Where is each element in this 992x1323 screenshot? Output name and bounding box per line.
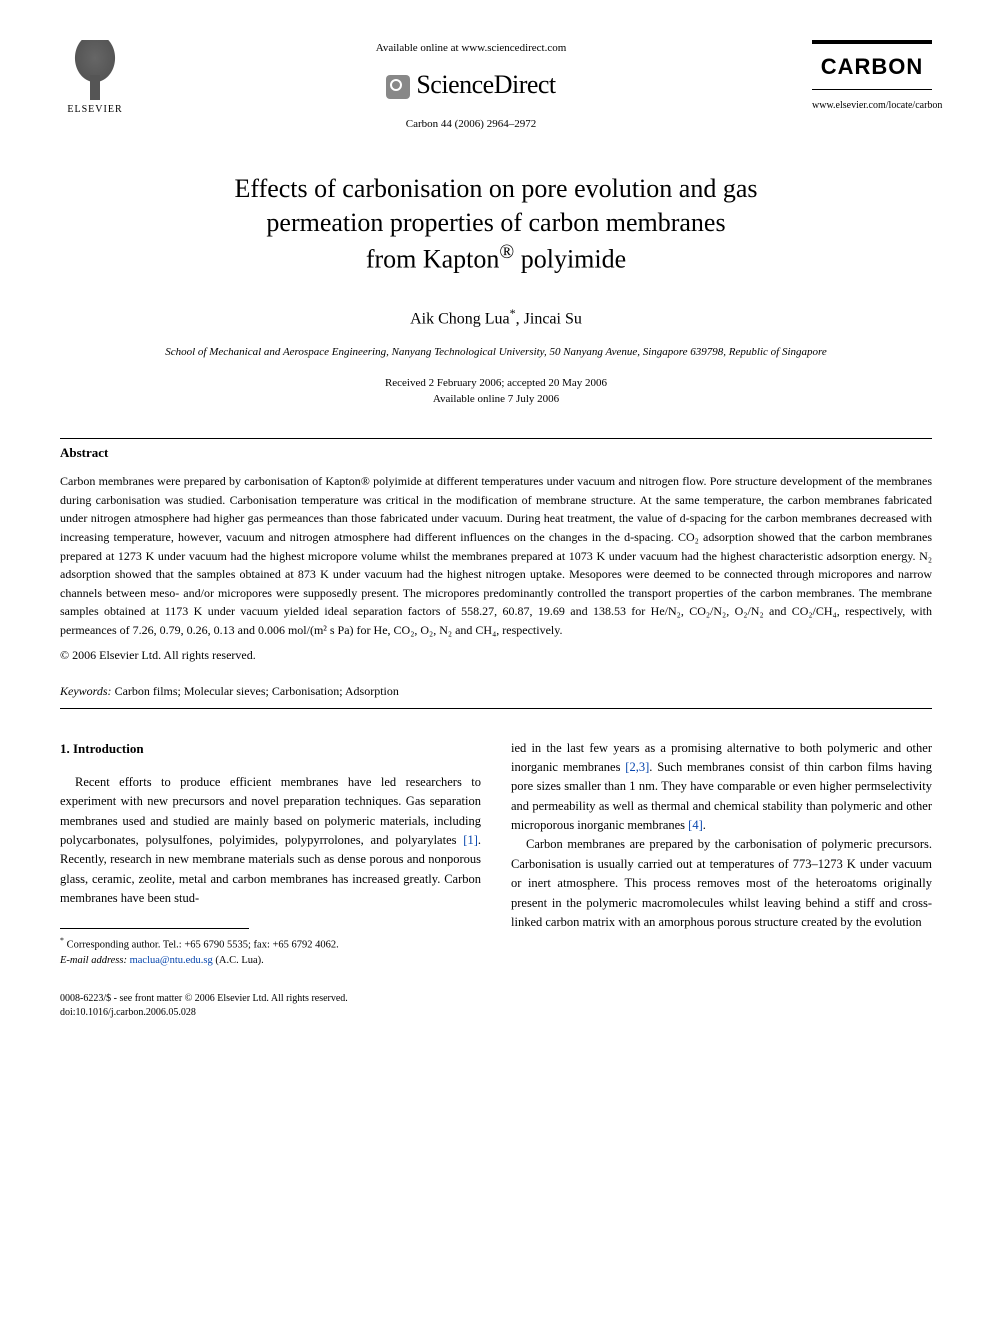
- keywords-line: Keywords: Carbon films; Molecular sieves…: [60, 682, 932, 700]
- divider-above-abstract: [60, 438, 932, 439]
- citation-line: Carbon 44 (2006) 2964–2972: [150, 116, 792, 133]
- elsevier-tree-icon: [60, 40, 130, 100]
- intro-para-1-left: Recent efforts to produce efficient memb…: [60, 773, 481, 909]
- doi-line: doi:10.1016/j.carbon.2006.05.028: [60, 1007, 196, 1018]
- intro-para-2-right: Carbon membranes are prepared by the car…: [511, 835, 932, 932]
- author-1: Aik Chong Lua: [410, 310, 510, 327]
- available-online-text: Available online at www.sciencedirect.co…: [150, 40, 792, 57]
- two-column-body: 1. Introduction Recent efforts to produc…: [60, 739, 932, 969]
- sciencedirect-icon: [386, 75, 410, 99]
- affiliation: School of Mechanical and Aerospace Engin…: [140, 345, 852, 360]
- authors-line: Aik Chong Lua*, Jincai Su: [60, 304, 932, 331]
- title-line-3a: from Kapton: [366, 244, 500, 273]
- column-right: ied in the last few years as a promising…: [511, 739, 932, 969]
- author-2: Jincai Su: [524, 310, 582, 327]
- footnote-email-suffix: (A.C. Lua).: [213, 955, 264, 966]
- date-received: Received 2 February 2006; accepted 20 Ma…: [385, 377, 607, 389]
- title-registered-mark: ®: [499, 242, 514, 263]
- journal-url: www.elsevier.com/locate/carbon: [812, 98, 932, 113]
- footnote-email-link[interactable]: maclua@ntu.edu.sg: [130, 955, 213, 966]
- date-online: Available online 7 July 2006: [433, 393, 559, 405]
- footnote-email-label: E-mail address:: [60, 955, 127, 966]
- author-separator: ,: [516, 310, 524, 327]
- divider-below-keywords: [60, 708, 932, 709]
- footnote-separator: [60, 928, 249, 929]
- keywords-label: Keywords:: [60, 684, 112, 698]
- corresponding-author-footnote: * Corresponding author. Tel.: +65 6790 5…: [60, 935, 481, 968]
- front-matter-footer: 0008-6223/$ - see front matter © 2006 El…: [60, 992, 932, 1020]
- intro-text-2c: .: [703, 818, 706, 832]
- reference-link-1[interactable]: [1]: [463, 833, 478, 847]
- article-dates: Received 2 February 2006; accepted 20 Ma…: [60, 375, 932, 408]
- reference-link-4[interactable]: [4]: [688, 818, 703, 832]
- keywords-text: Carbon films; Molecular sieves; Carbonis…: [112, 684, 399, 698]
- journal-brand: CARBON: [812, 40, 932, 90]
- sciencedirect-text: ScienceDirect: [416, 70, 555, 99]
- elsevier-label: ELSEVIER: [60, 102, 130, 117]
- article-title: Effects of carbonisation on pore evoluti…: [120, 172, 872, 276]
- abstract-body: Carbon membranes were prepared by carbon…: [60, 472, 932, 639]
- title-line-2: permeation properties of carbon membrane…: [266, 208, 725, 237]
- elsevier-logo: ELSEVIER: [60, 40, 130, 120]
- sciencedirect-brand: ScienceDirect: [150, 65, 792, 104]
- abstract-copyright: © 2006 Elsevier Ltd. All rights reserved…: [60, 646, 932, 664]
- intro-heading: 1. Introduction: [60, 739, 481, 759]
- intro-text-1a: Recent efforts to produce efficient memb…: [60, 775, 481, 847]
- footnote-corresponding-text: Corresponding author. Tel.: +65 6790 553…: [67, 940, 339, 951]
- intro-para-1-right: ied in the last few years as a promising…: [511, 739, 932, 836]
- center-header: Available online at www.sciencedirect.co…: [130, 40, 812, 132]
- front-matter-line-1: 0008-6223/$ - see front matter © 2006 El…: [60, 993, 348, 1004]
- column-left: 1. Introduction Recent efforts to produc…: [60, 739, 481, 969]
- footnote-asterisk: *: [60, 936, 64, 945]
- journal-logo-block: CARBON www.elsevier.com/locate/carbon: [812, 40, 932, 113]
- abstract-heading: Abstract: [60, 443, 932, 463]
- page-header: ELSEVIER Available online at www.science…: [60, 40, 932, 132]
- title-line-1: Effects of carbonisation on pore evoluti…: [235, 174, 758, 203]
- reference-link-23[interactable]: [2,3]: [625, 760, 649, 774]
- title-line-3b: polyimide: [514, 244, 626, 273]
